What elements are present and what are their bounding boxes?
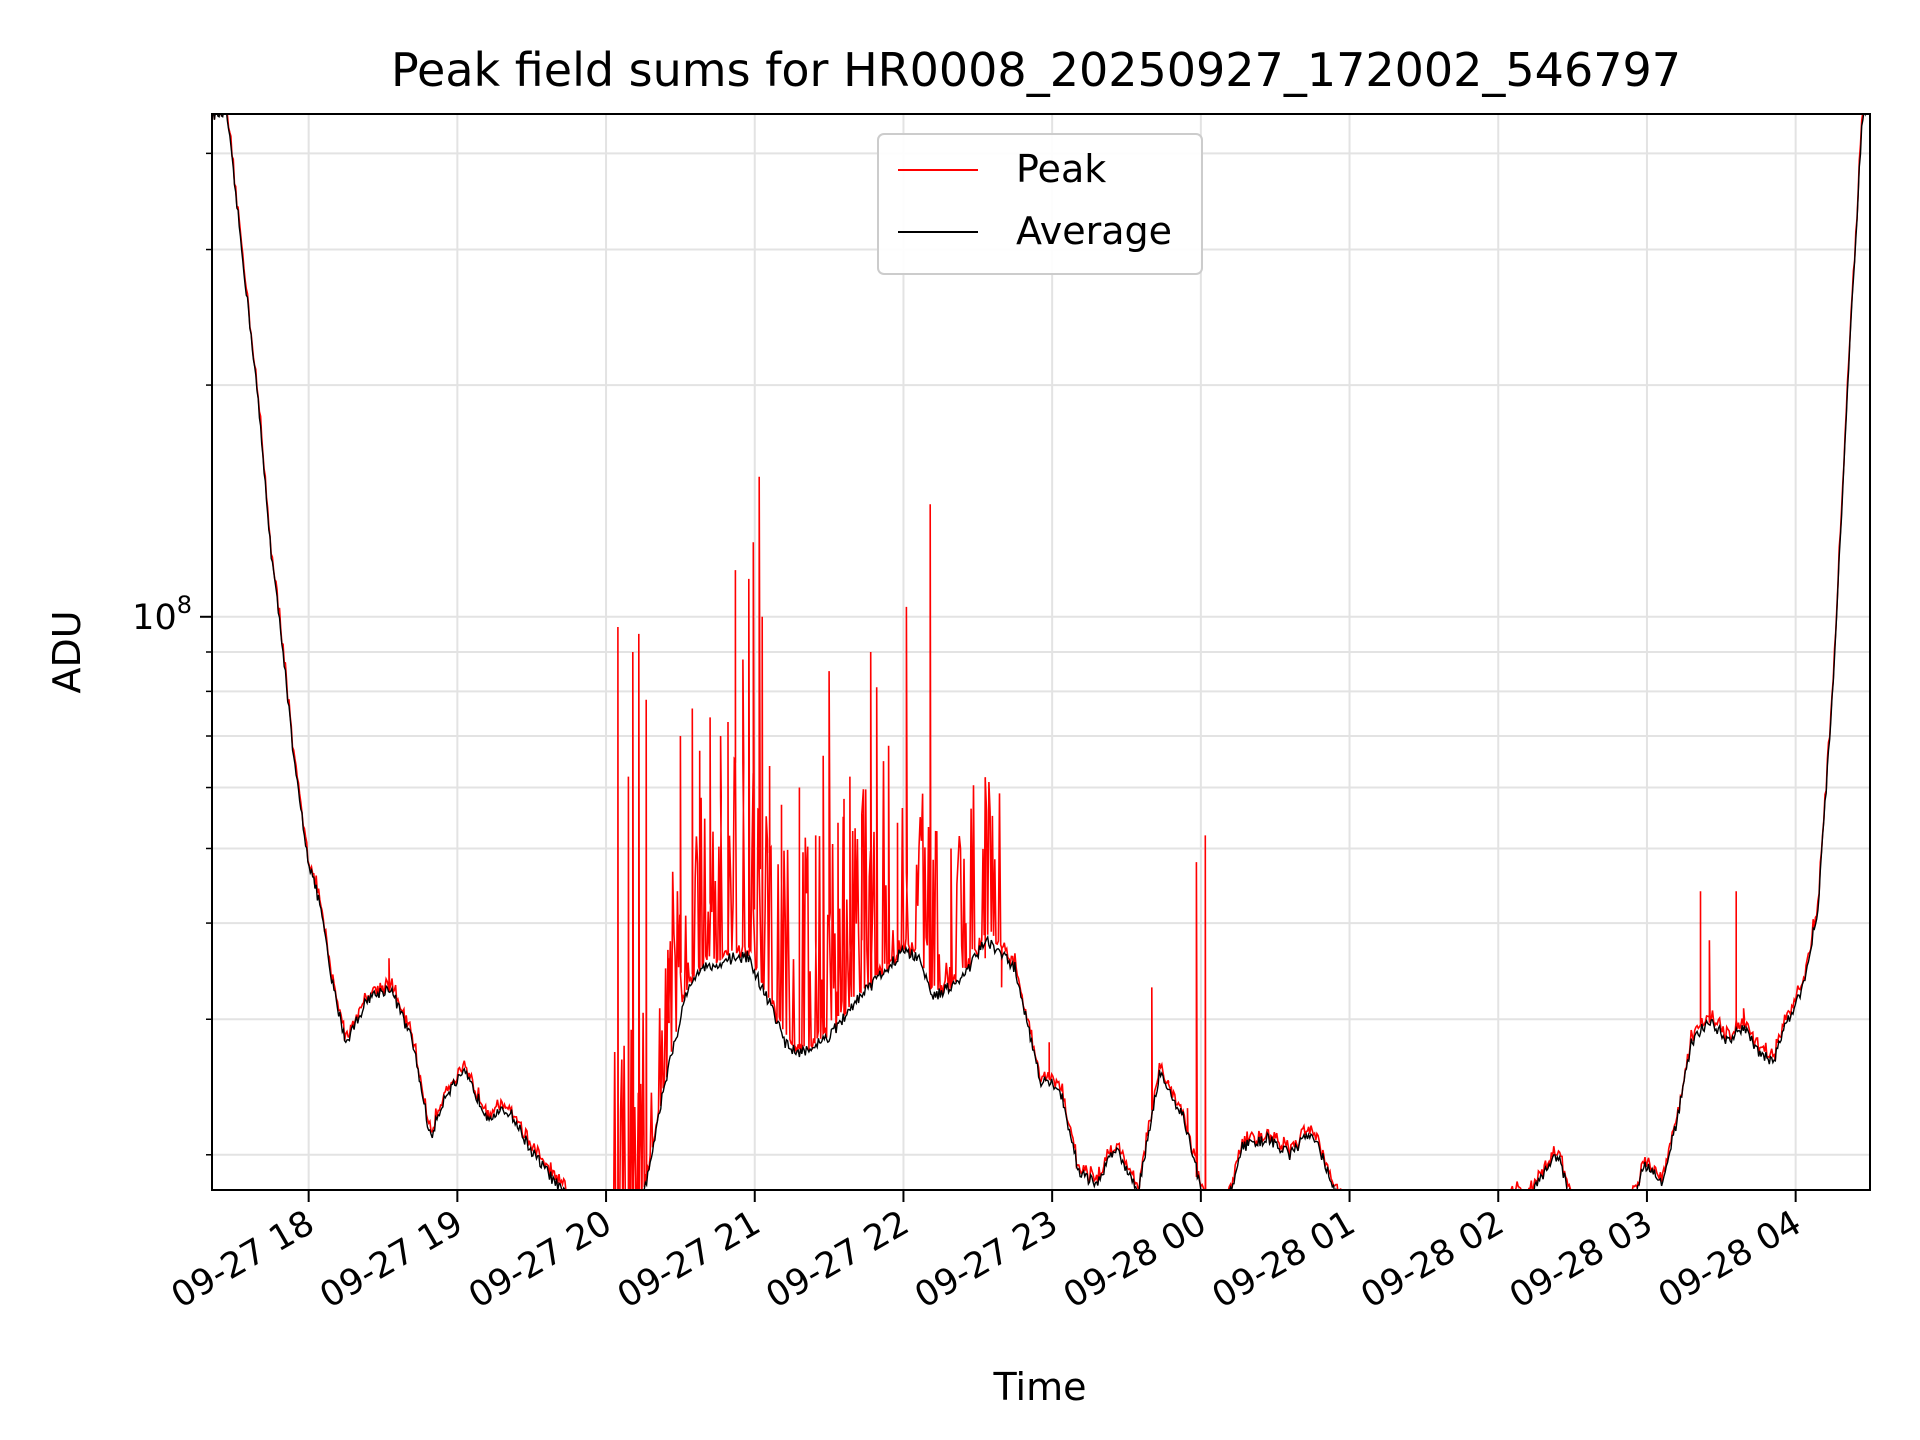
- peak-series-line: [213, 114, 1864, 1190]
- average-series-line: [212, 114, 1868, 1190]
- legend: Peak Average: [877, 133, 1203, 275]
- legend-average-label: Average: [1016, 209, 1172, 253]
- chart-title: Peak field sums for HR0008_20250927_1720…: [391, 43, 1681, 97]
- y-axis-label: ADU: [45, 610, 89, 693]
- legend-peak-label: Peak: [1016, 147, 1106, 191]
- x-axis-label: Time: [993, 1365, 1087, 1409]
- plot-series-area: [212, 114, 1868, 1190]
